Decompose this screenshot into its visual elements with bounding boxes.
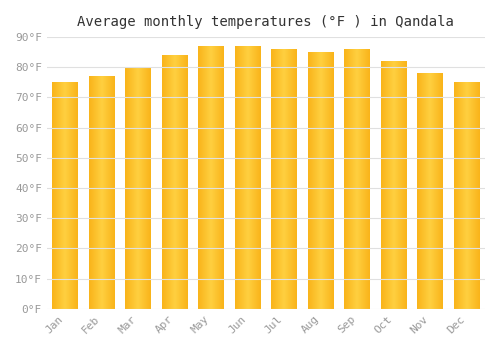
Title: Average monthly temperatures (°F ) in Qandala: Average monthly temperatures (°F ) in Qa… bbox=[78, 15, 454, 29]
